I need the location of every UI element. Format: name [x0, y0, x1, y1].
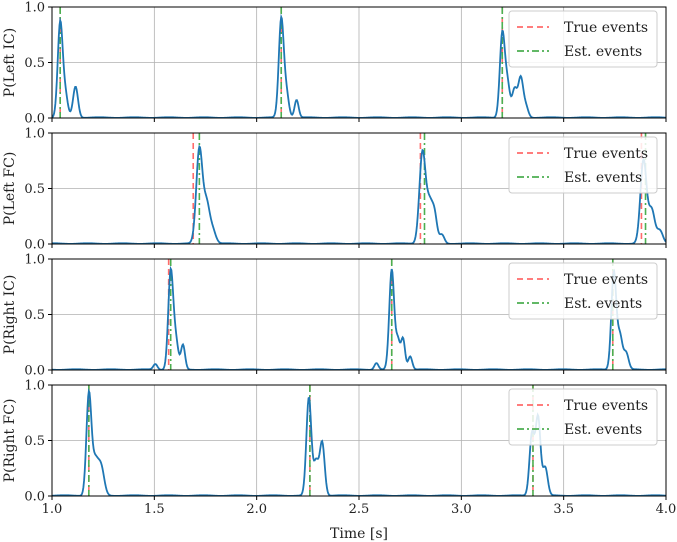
y-axis-label: P(Right IC) [2, 275, 18, 355]
y-tick-label: 0.0 [24, 112, 45, 127]
subplot-3: 0.0 0.5 1.0 P(Right IC) True events Est. even… [2, 253, 667, 379]
y-tick-label: 0.5 [24, 308, 45, 323]
legend-est-label: Est. events [564, 422, 642, 438]
legend-est-label: Est. events [564, 296, 642, 312]
y-tick-label: 0.0 [24, 364, 45, 379]
legend-true-label: True events [564, 20, 648, 36]
y-tick-label: 0.5 [24, 182, 45, 197]
x-tick-label: 2.5 [349, 502, 370, 517]
y-tick-label: 1.0 [24, 1, 45, 16]
y-tick-label: 1.0 [24, 379, 45, 394]
x-tick-label: 2.0 [246, 502, 267, 517]
legend-est-label: Est. events [564, 170, 642, 186]
x-tick-label: 1.5 [144, 502, 165, 517]
legend-box [508, 388, 658, 446]
y-tick-label: 0.0 [24, 490, 45, 505]
y-axis-label: P(Left IC) [2, 28, 18, 97]
legend-est-label: Est. events [564, 44, 642, 60]
y-axis-label: P(Right FC) [2, 399, 18, 483]
x-tick-label: 1.0 [42, 502, 63, 517]
legend-true-label: True events [564, 146, 648, 162]
probability-line [52, 265, 666, 370]
legend-true-label: True events [564, 272, 648, 288]
legend-box [508, 136, 658, 194]
y-tick-label: 1.0 [24, 127, 45, 142]
y-tick-label: 0.5 [24, 56, 45, 71]
x-axis-label: Time [s] [330, 526, 388, 542]
subplot-4: 0.0 0.5 1.0 1.0 1.5 2.0 2.5 3.0 3.5 4.0 P(Right FC… [2, 379, 676, 518]
y-tick-label: 0.0 [24, 238, 45, 253]
legend-box [508, 10, 658, 68]
legend: True events Est. events [508, 136, 658, 194]
legend: True events Est. events [508, 388, 658, 446]
legend-box [508, 262, 658, 320]
x-tick-label: 3.0 [451, 502, 472, 517]
subplot-1: 0.0 0.5 1.0 P(Left IC) True events Est. event… [2, 1, 667, 127]
x-tick-label: 3.5 [553, 502, 574, 517]
x-tick-label: 4.0 [656, 502, 677, 517]
y-tick-label: 0.5 [24, 434, 45, 449]
y-tick-label: 1.0 [24, 253, 45, 268]
legend: True events Est. events [508, 262, 658, 320]
legend-true-label: True events [564, 398, 648, 414]
y-axis-label: P(Left FC) [2, 152, 18, 226]
subplot-2: 0.0 0.5 1.0 P(Left FC) True events Est. event… [2, 127, 667, 253]
legend: True events Est. events [508, 10, 658, 68]
